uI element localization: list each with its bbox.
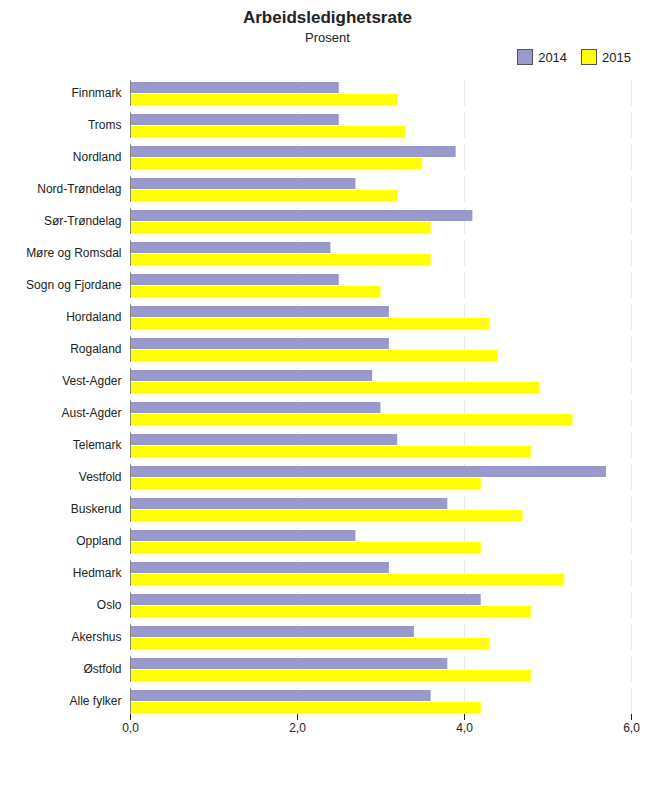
svg-text:Sør-Trøndelag: Sør-Trøndelag — [44, 214, 122, 228]
svg-text:Sogn og Fjordane: Sogn og Fjordane — [26, 278, 122, 292]
html-text:2015: 2015 — [602, 49, 631, 65]
svg-text:Akershus: Akershus — [71, 630, 121, 644]
svg-text:Rogaland: Rogaland — [70, 342, 121, 356]
svg-text:Hordaland: Hordaland — [66, 310, 121, 324]
svg-text:4,0: 4,0 — [456, 721, 473, 735]
svg-text:Oppland: Oppland — [76, 534, 121, 548]
html-text:Prosent: Prosent — [305, 30, 350, 45]
svg-text:0,0: 0,0 — [122, 721, 139, 735]
svg-text:Finnmark: Finnmark — [71, 86, 122, 100]
svg-text:Hedmark: Hedmark — [73, 566, 123, 580]
svg-text:Vestfold: Vestfold — [79, 470, 122, 484]
svg-text:Alle fylker: Alle fylker — [69, 694, 121, 708]
svg-text:6,0: 6,0 — [623, 721, 640, 735]
html-text:2014: 2014 — [538, 49, 568, 65]
svg-text:Møre og Romsdal: Møre og Romsdal — [26, 246, 121, 260]
svg-text:Oslo: Oslo — [97, 598, 122, 612]
svg-text:Nord-Trøndelag: Nord-Trøndelag — [37, 182, 121, 196]
svg-text:Telemark: Telemark — [73, 438, 123, 452]
svg-text:Aust-Agder: Aust-Agder — [61, 406, 121, 420]
svg-text:Buskerud: Buskerud — [71, 502, 122, 516]
svg-text:2,0: 2,0 — [289, 721, 306, 735]
svg-text:Vest-Agder: Vest-Agder — [62, 374, 121, 388]
svg-text:Troms: Troms — [88, 118, 122, 132]
svg-text:Nordland: Nordland — [73, 150, 122, 164]
svg-text:Østfold: Østfold — [83, 662, 121, 676]
html-text:Arbeidsledighetsrate: Arbeidsledighetsrate — [242, 8, 412, 27]
